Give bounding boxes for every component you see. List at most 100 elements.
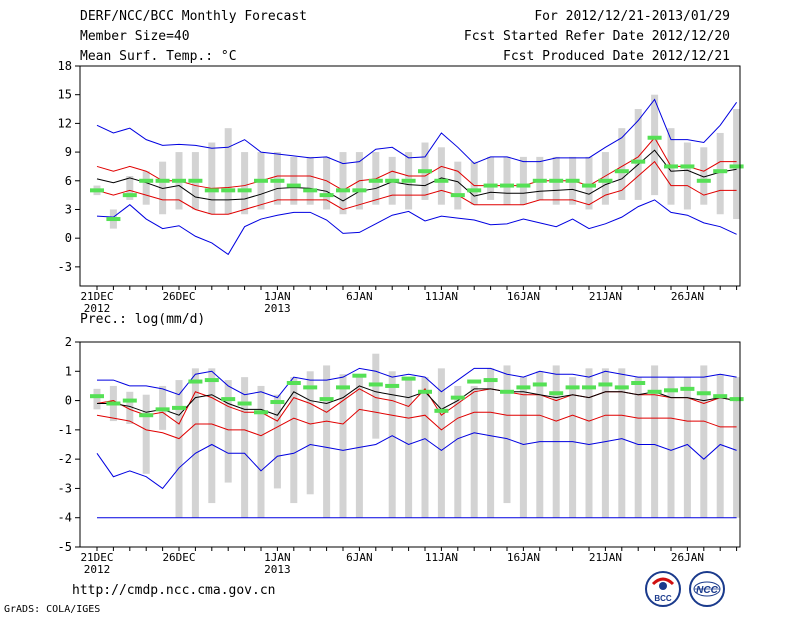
box-bar xyxy=(700,147,708,205)
median-marker xyxy=(352,373,367,378)
box-bar xyxy=(208,368,216,504)
median-marker xyxy=(664,164,678,169)
y-tick-label: -5 xyxy=(58,540,72,554)
median-marker xyxy=(696,391,711,396)
box-bar xyxy=(306,371,314,495)
median-marker xyxy=(188,379,203,384)
forecast-started: Fcst Started Refer Date 2012/12/20 xyxy=(463,29,730,44)
box-bar xyxy=(339,152,347,215)
y-tick-label: 3 xyxy=(65,202,72,216)
y-tick-label: -3 xyxy=(58,481,72,495)
median-marker xyxy=(549,391,564,396)
x-tick-label: 26DEC xyxy=(162,551,195,564)
median-marker xyxy=(368,382,383,387)
header-right: For 2012/12/21-2013/01/29 Fcst Started R… xyxy=(464,9,730,69)
member-size: Member Size=40 xyxy=(80,29,190,44)
box-bar xyxy=(421,377,429,518)
plot-frame xyxy=(79,341,741,548)
box-bar xyxy=(569,377,577,518)
x-tick-label: 21DEC xyxy=(80,290,113,303)
x-tick-label: 26JAN xyxy=(671,551,704,564)
x-tick-label: 11JAN xyxy=(425,290,458,303)
y-tick-label: -4 xyxy=(58,511,72,525)
x-tick-year-label: 2013 xyxy=(264,302,291,315)
median-marker xyxy=(500,183,514,188)
median-marker xyxy=(532,382,547,387)
box-bar xyxy=(355,374,363,518)
median-marker xyxy=(680,164,695,169)
x-tick-label: 26JAN xyxy=(671,290,704,303)
footer-url[interactable]: http://cmdp.ncc.cma.gov.cn xyxy=(72,583,276,598)
y-tick-label: 18 xyxy=(58,59,72,73)
median-marker xyxy=(598,382,613,387)
median-marker xyxy=(483,183,498,188)
box-bar xyxy=(585,368,593,518)
variable-label: Mean Surf. Temp.: °C xyxy=(80,49,237,64)
median-marker xyxy=(401,178,416,183)
box-bar xyxy=(536,156,544,200)
median-marker xyxy=(565,178,580,183)
box-bar xyxy=(487,156,495,200)
x-tick-year-label: 2012 xyxy=(84,302,111,315)
box-bar xyxy=(585,156,593,210)
median-marker xyxy=(401,376,416,381)
box-bar xyxy=(733,377,741,518)
median-marker xyxy=(614,169,629,174)
box-bar xyxy=(634,377,642,518)
median-marker xyxy=(319,193,334,198)
y-tick-label: 9 xyxy=(65,145,72,159)
ensemble-mean-line xyxy=(97,385,737,416)
plot-frame xyxy=(79,65,741,287)
box-bar xyxy=(142,394,150,474)
box-bar xyxy=(618,128,626,200)
median-marker xyxy=(729,397,744,402)
median-marker xyxy=(418,169,432,174)
median-marker xyxy=(532,178,547,183)
x-tick-label: 1JAN xyxy=(264,551,291,564)
box-bar xyxy=(536,371,544,518)
median-marker xyxy=(204,378,219,383)
box-bar xyxy=(257,385,265,518)
median-marker xyxy=(450,395,465,400)
median-marker xyxy=(221,188,236,193)
x-tick-label: 16JAN xyxy=(507,290,540,303)
median-marker xyxy=(450,193,465,198)
box-bar xyxy=(651,365,659,518)
box-bar xyxy=(454,161,462,210)
box-bar xyxy=(175,380,183,518)
median-marker xyxy=(90,188,104,193)
y-tick-label: 15 xyxy=(58,88,72,102)
median-marker xyxy=(172,405,186,410)
box-bar xyxy=(142,171,150,205)
median-marker xyxy=(106,401,121,406)
box-bar xyxy=(241,377,249,518)
median-marker xyxy=(139,178,154,183)
y-tick-label: 6 xyxy=(65,174,72,188)
x-tick-label: 21JAN xyxy=(589,551,622,564)
box-bar xyxy=(273,152,281,205)
header-left: DERF/NCC/BCC Monthly Forecast Member Siz… xyxy=(80,9,307,69)
median-marker xyxy=(434,408,449,413)
y-tick-label: -1 xyxy=(58,423,72,437)
median-marker xyxy=(385,383,400,388)
median-marker xyxy=(204,188,219,193)
box-bar xyxy=(339,374,347,518)
median-marker xyxy=(254,410,268,415)
box-bar xyxy=(683,377,691,518)
x-tick-label: 11JAN xyxy=(425,551,458,564)
box-bar xyxy=(716,132,724,215)
box-bar xyxy=(93,388,101,410)
panel-title: Prec.: log(mm/d) xyxy=(80,312,205,327)
box-bar xyxy=(700,365,708,518)
box-bar xyxy=(437,147,445,205)
median-marker xyxy=(582,385,596,390)
box-bar xyxy=(667,377,675,518)
box-bar xyxy=(323,365,331,518)
ncc-logo: NCC xyxy=(689,571,725,607)
median-marker xyxy=(188,178,203,183)
box-bar xyxy=(224,128,232,215)
box-bar xyxy=(487,368,495,518)
median-marker xyxy=(713,169,728,174)
median-marker xyxy=(106,217,121,222)
